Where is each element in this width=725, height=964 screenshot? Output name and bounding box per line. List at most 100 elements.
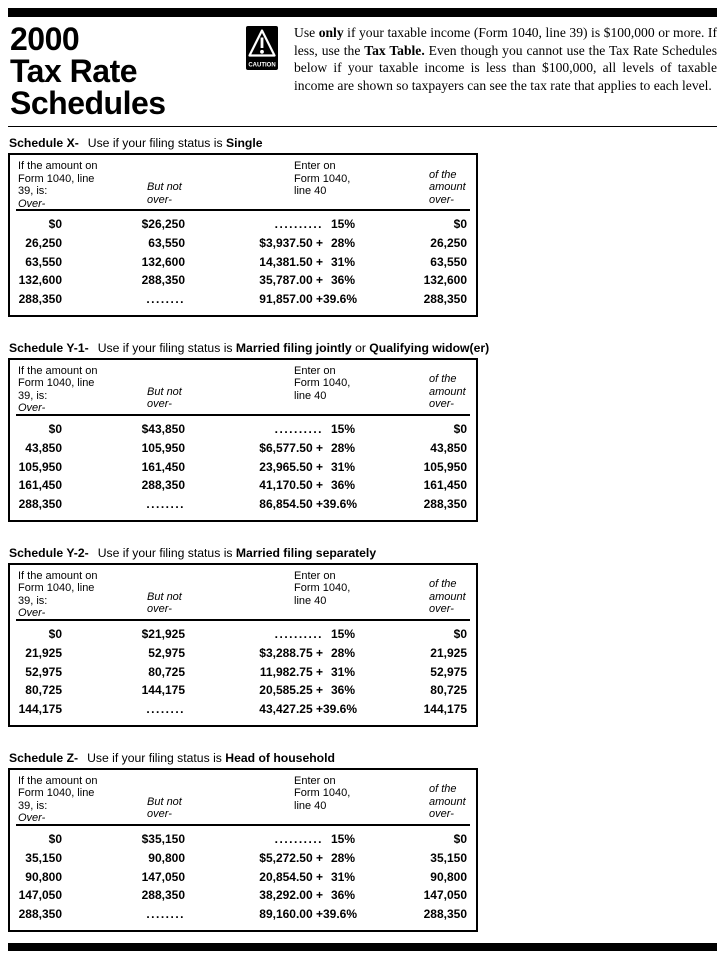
table-row: 90,800 147,050 20,854.50 + 31% 90,800 — [10, 868, 476, 887]
header-line: over- — [429, 193, 454, 206]
cell-of-amount-over: $0 — [453, 626, 467, 641]
cell-of-amount-over: 43,850 — [430, 440, 467, 455]
bottom-rule-bar — [8, 942, 717, 951]
schedule-status: Head of household — [225, 750, 335, 765]
header-line: of the — [429, 578, 457, 591]
cell-rate: 31% — [330, 869, 355, 884]
cell-over: 105,950 — [18, 459, 62, 474]
cell-of-amount-over: 90,800 — [430, 869, 467, 884]
cell-but-not-over: ........ — [146, 292, 185, 307]
header-line: over- — [429, 808, 454, 821]
schedule-section: Schedule Y-1- Use if your filing status i… — [8, 340, 717, 522]
cell-over: 288,350 — [18, 292, 62, 307]
header-amount-col: If the amount on Form 1040, line 39, is:… — [18, 775, 98, 825]
cell-rate: 31% — [330, 254, 355, 269]
cell-but-not-over: 288,350 — [141, 888, 185, 903]
intro-text: Use only if your taxable income (Form 10… — [294, 24, 717, 119]
cell-of-amount-over: 288,350 — [423, 497, 467, 512]
schedule-status: Married filing separately — [235, 545, 377, 560]
header-line: 39, is: — [18, 185, 48, 197]
header-enter-on-col: Enter on Form 1040, line 40 — [294, 570, 350, 608]
cell-but-not-over: 132,600 — [141, 254, 185, 269]
header-line: 39, is: — [18, 389, 48, 402]
cell-rate: 31% — [330, 459, 355, 474]
header-line: over- — [429, 603, 454, 616]
cell-rate: 36% — [330, 683, 355, 698]
cell-rate: 28% — [330, 235, 355, 250]
table-row: 21,925 52,975 $3,288.75 + 28% 21,925 — [10, 644, 476, 663]
schedule-use-text: Use if your filing status is — [97, 545, 236, 560]
table-row: 63,550 132,600 14,381.50 + 31% 63,550 — [10, 253, 476, 272]
table-header: If the amount on Form 1040, line 39, is:… — [10, 155, 476, 210]
rate-table: If the amount on Form 1040, line 39, is:… — [8, 562, 478, 727]
cell-but-not-over: 147,050 — [141, 869, 185, 884]
cell-but-not-over: 288,350 — [141, 273, 185, 288]
schedule-use-text: Use if your filing status is — [97, 340, 236, 355]
cell-base-tax: 91,857.00 + — [259, 292, 323, 307]
cell-base-tax: .......... — [274, 626, 323, 641]
cell-of-amount-over: 161,450 — [423, 478, 467, 493]
cell-base-tax: .......... — [274, 421, 323, 436]
schedule-label: Schedule Y-1- — [9, 340, 89, 355]
cell-but-not-over: $43,850 — [141, 421, 185, 436]
header-line: But not — [147, 385, 182, 398]
header-line: amount — [429, 385, 466, 398]
cell-of-amount-over: $0 — [453, 421, 467, 436]
schedule-status: Single — [225, 136, 263, 150]
cell-rate: 15% — [330, 626, 355, 641]
header-line: of the — [429, 783, 457, 796]
header-line: Form 1040, line — [18, 377, 95, 390]
header-of-amount-col: of the amount over- — [429, 373, 466, 411]
caution-label: CAUTION — [248, 63, 275, 69]
cell-base-tax: 20,585.25 + — [259, 683, 323, 698]
schedule-section: Schedule X- Use if your filing status is … — [8, 137, 717, 317]
rate-table: If the amount on Form 1040, line 39, is:… — [8, 767, 478, 932]
table-row: 80,725 144,175 20,585.25 + 36% 80,725 — [10, 681, 476, 700]
cell-of-amount-over: 105,950 — [423, 459, 467, 474]
schedules-container: Schedule X- Use if your filing status is … — [0, 137, 725, 932]
header-line: over- — [429, 398, 454, 411]
cell-rate: 28% — [330, 850, 355, 865]
cell-base-tax: $5,272.50 + — [259, 850, 323, 865]
cell-base-tax: 14,381.50 + — [259, 254, 323, 269]
schedule-section: Schedule Y-2- Use if your filing status i… — [8, 545, 717, 727]
header-line: over- — [147, 398, 172, 411]
cell-but-not-over: 161,450 — [141, 459, 185, 474]
header-line: Enter on — [294, 364, 336, 377]
cell-rate: 39.6% — [323, 292, 358, 307]
header-line: Form 1040, — [294, 377, 351, 390]
cell-over: 52,975 — [25, 664, 62, 679]
cell-base-tax: .......... — [274, 217, 323, 231]
cell-rate: 31% — [330, 664, 355, 679]
intro-mid2: Even though you cannot use the Tax Rate … — [294, 42, 717, 93]
schedule-heading: Schedule Y-2- Use if your filing status i… — [9, 545, 717, 560]
header-line: If the amount on — [18, 160, 98, 172]
page-title: 2000 Tax Rate Schedules — [10, 23, 246, 119]
schedule-label: Schedule X- — [9, 136, 79, 150]
header-line: If the amount on — [18, 774, 98, 787]
header-line: of the — [429, 168, 457, 181]
cell-but-not-over: 63,550 — [148, 235, 185, 250]
cell-over: 80,725 — [25, 683, 62, 698]
schedule-heading: Schedule Z- Use if your filing status is … — [9, 750, 717, 765]
cell-base-tax: $6,577.50 + — [259, 440, 323, 455]
schedule-status-2: Qualifying widow(er) — [369, 340, 490, 355]
header-enter-on-col: Enter on Form 1040, line 40 — [294, 775, 350, 813]
top-rule-bar — [8, 8, 717, 17]
header-amount-col: If the amount on Form 1040, line 39, is:… — [18, 160, 98, 210]
cell-over: 147,050 — [18, 888, 62, 903]
cell-but-not-over: ........ — [146, 702, 185, 717]
cell-base-tax: 23,965.50 + — [259, 459, 323, 474]
cell-over: 161,450 — [18, 478, 62, 493]
schedule-heading: Schedule X- Use if your filing status is … — [9, 137, 717, 150]
table-row: 288,350 ........ 91,857.00 + 39.6% 288,3… — [10, 290, 476, 309]
cell-rate: 15% — [330, 831, 355, 846]
cell-of-amount-over: 144,175 — [423, 702, 467, 717]
intro-bold-only: only — [318, 25, 344, 40]
schedule-use-text: Use if your filing status is — [87, 136, 226, 150]
cell-of-amount-over: 35,150 — [430, 850, 467, 865]
cell-over: 144,175 — [18, 702, 62, 717]
cell-but-not-over: ........ — [146, 907, 185, 922]
cell-but-not-over: $35,150 — [141, 831, 185, 846]
cell-rate: 39.6% — [323, 702, 358, 717]
